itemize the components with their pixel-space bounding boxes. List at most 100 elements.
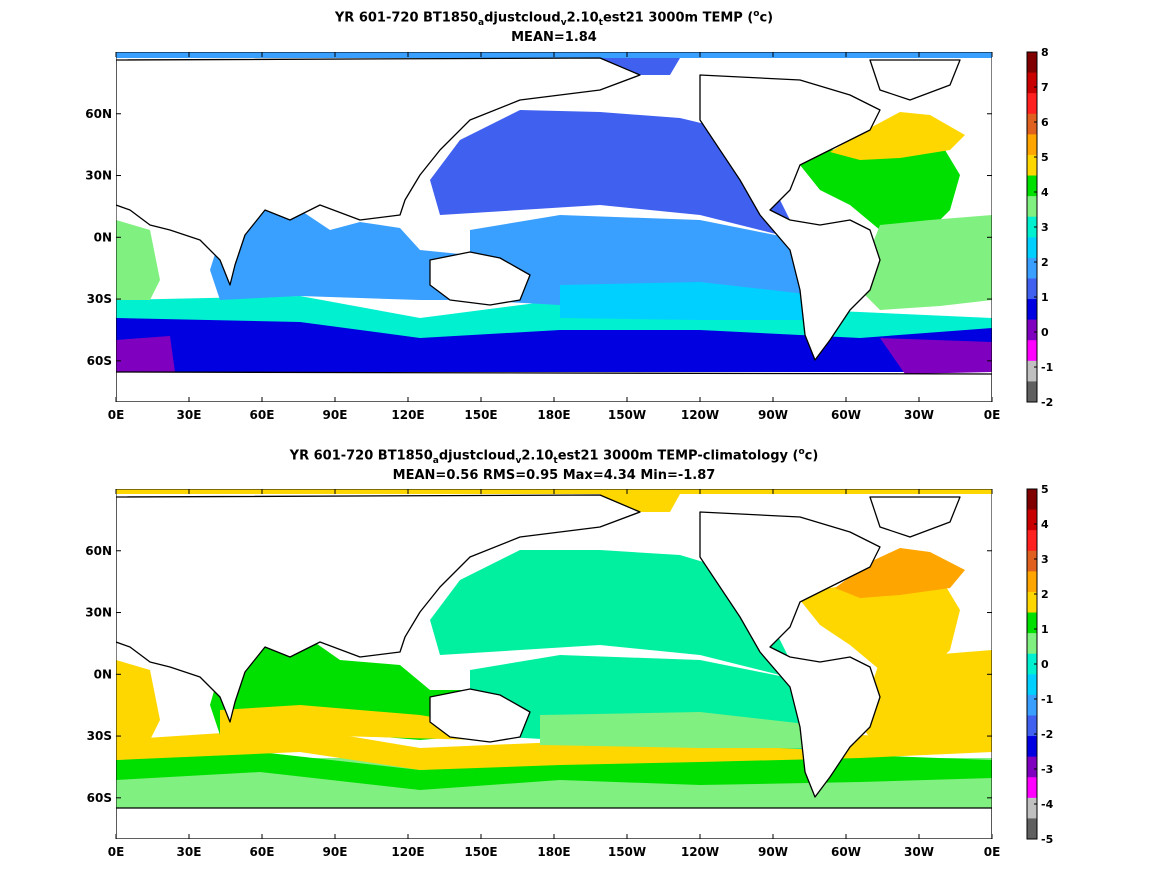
p1-colorbar-label: 5 (1041, 151, 1049, 164)
p2-colorbar-swatch (1027, 715, 1037, 737)
p2-region-indian-yellow (220, 705, 480, 740)
p1-y-tick-label: 30N (85, 169, 112, 183)
p2-colorbar-swatch (1027, 818, 1037, 840)
p1-colorbar-swatch (1027, 72, 1037, 94)
p2-colorbar-swatch (1027, 756, 1037, 778)
panel1-subtitle: MEAN=1.84 (511, 30, 597, 45)
panel2-subtitle: MEAN=0.56 RMS=0.95 Max=4.34 Min=-1.87 (392, 468, 716, 483)
p1-region-south-atlantic-west (116, 220, 160, 300)
p1-x-tick-label: 0E (108, 408, 125, 422)
p2-x-tick-label: 90E (323, 845, 348, 859)
p2-x-tick-label: 90W (758, 845, 788, 859)
p1-colorbar-label: 2 (1041, 256, 1049, 269)
p2-colorbar-label: -3 (1041, 763, 1053, 776)
p2-region-south-atlantic-west (116, 660, 160, 740)
p2-colorbar-label: 1 (1041, 623, 1049, 636)
p1-x-tick-label: 60W (831, 408, 861, 422)
p2-colorbar-label: -1 (1041, 693, 1053, 706)
p2-australia (429, 688, 531, 743)
p1-colorbar-label: 6 (1041, 116, 1049, 129)
p2-colorbar-swatch (1027, 612, 1037, 634)
p1-y-tick-label: 30S (87, 292, 112, 306)
p1-colorbar-label: 3 (1041, 221, 1049, 234)
p1-y-tick-label: 0N (94, 230, 112, 244)
p1-australia (429, 251, 531, 306)
p1-antarctica (116, 371, 992, 402)
p1-colorbar-swatch (1027, 237, 1037, 259)
p1-colorbar-swatch (1027, 216, 1037, 238)
p2-x-tick-label: 120E (391, 845, 424, 859)
p1-colorbar-swatch (1027, 175, 1037, 197)
p1-region-south-atlantic (860, 215, 992, 310)
p1-x-tick-label: 90W (758, 408, 788, 422)
p1-x-tick-label: 150W (608, 408, 646, 422)
p2-colorbar-swatch (1027, 694, 1037, 716)
p1-colorbar-swatch (1027, 278, 1037, 300)
p2-region-subpolar-atlantic (835, 548, 965, 598)
p2-continents (116, 494, 992, 839)
p1-colorbar-swatch (1027, 381, 1037, 403)
p2-y-tick-label: 60N (85, 544, 112, 558)
p1-x-tick-label: 150E (464, 408, 497, 422)
p2-greenland (869, 496, 961, 538)
p2-africa-eurasia (116, 494, 641, 723)
p1-continents (116, 57, 992, 402)
p2-y-tick-label: 30N (85, 606, 112, 620)
p2-x-tick-label: 0E (984, 845, 1001, 859)
p1-colorbar-swatch (1027, 257, 1037, 279)
p2-colorbar-swatch (1027, 653, 1037, 675)
p1-x-tick-label: 90E (323, 408, 348, 422)
p1-x-tick-label: 60E (250, 408, 275, 422)
p2-colorbar-label: 3 (1041, 553, 1049, 566)
p2-colorbar-label: 2 (1041, 588, 1049, 601)
p1-colorbar-label: 7 (1041, 81, 1049, 94)
p2-x-tick-label: 150W (608, 845, 646, 859)
p1-y-tick-label: 60S (87, 354, 112, 368)
p2-colorbar-swatch (1027, 489, 1037, 511)
p2-colorbar-swatch (1027, 674, 1037, 696)
p2-x-tick-label: 30W (904, 845, 934, 859)
p2-region-south-pacific-green (540, 712, 830, 748)
p2-colorbar-label: -2 (1041, 728, 1053, 741)
p1-colorbar-swatch (1027, 52, 1037, 74)
p2-x-tick-label: 180E (537, 845, 570, 859)
p1-x-tick-label: 120E (391, 408, 424, 422)
p1-region-north-pacific (430, 110, 800, 240)
p1-x-tick-label: 0E (984, 408, 1001, 422)
p1-colorbar-label: 1 (1041, 291, 1049, 304)
p1-americas (699, 74, 881, 361)
p2-colorbar-label: -5 (1041, 833, 1053, 846)
p1-colorbar-label: 0 (1041, 326, 1049, 339)
p2-colorbar-swatch (1027, 550, 1037, 572)
p1-x-tick-label: 120W (681, 408, 719, 422)
p2-colorbar-label: 0 (1041, 658, 1049, 671)
p1-colorbar-label: 8 (1041, 46, 1049, 59)
axes-layer: 0E 30E 60E 90E 120E 150E 180E 150W 120W 90W 60W 30W… (85, 46, 1053, 859)
p1-x-tick-label: 30W (904, 408, 934, 422)
p1-region-subpolar-atlantic (830, 112, 965, 160)
p2-colorbar-swatch (1027, 571, 1037, 593)
p1-region-indian (210, 205, 480, 300)
p1-colorbar-swatch (1027, 154, 1037, 177)
p1-colorbar-label: -1 (1041, 361, 1053, 374)
p1-colorbar-swatch (1027, 340, 1037, 362)
p1-x-tick-label: 180E (537, 408, 570, 422)
p2-colorbar-label: 5 (1041, 483, 1049, 496)
p2-americas (699, 511, 881, 798)
p2-colorbar-swatch (1027, 591, 1037, 614)
panel2-map (116, 489, 992, 839)
p1-colorbar-swatch (1027, 113, 1037, 135)
p1-colorbar-swatch (1027, 319, 1037, 341)
p1-region-weddell-east (880, 338, 992, 374)
p1-colorbar-label: -2 (1041, 396, 1053, 409)
p2-colorbar-swatch (1027, 633, 1037, 655)
p2-x-tick-label: 150E (464, 845, 497, 859)
p2-y-tick-label: 0N (94, 667, 112, 681)
p2-colorbar-label: 4 (1041, 518, 1049, 531)
p2-x-tick-label: 0E (108, 845, 125, 859)
p2-colorbar-swatch (1027, 777, 1037, 799)
p1-colorbar-swatch (1027, 360, 1037, 382)
p2-antarctica (116, 807, 992, 839)
p2-colorbar-swatch (1027, 530, 1037, 552)
